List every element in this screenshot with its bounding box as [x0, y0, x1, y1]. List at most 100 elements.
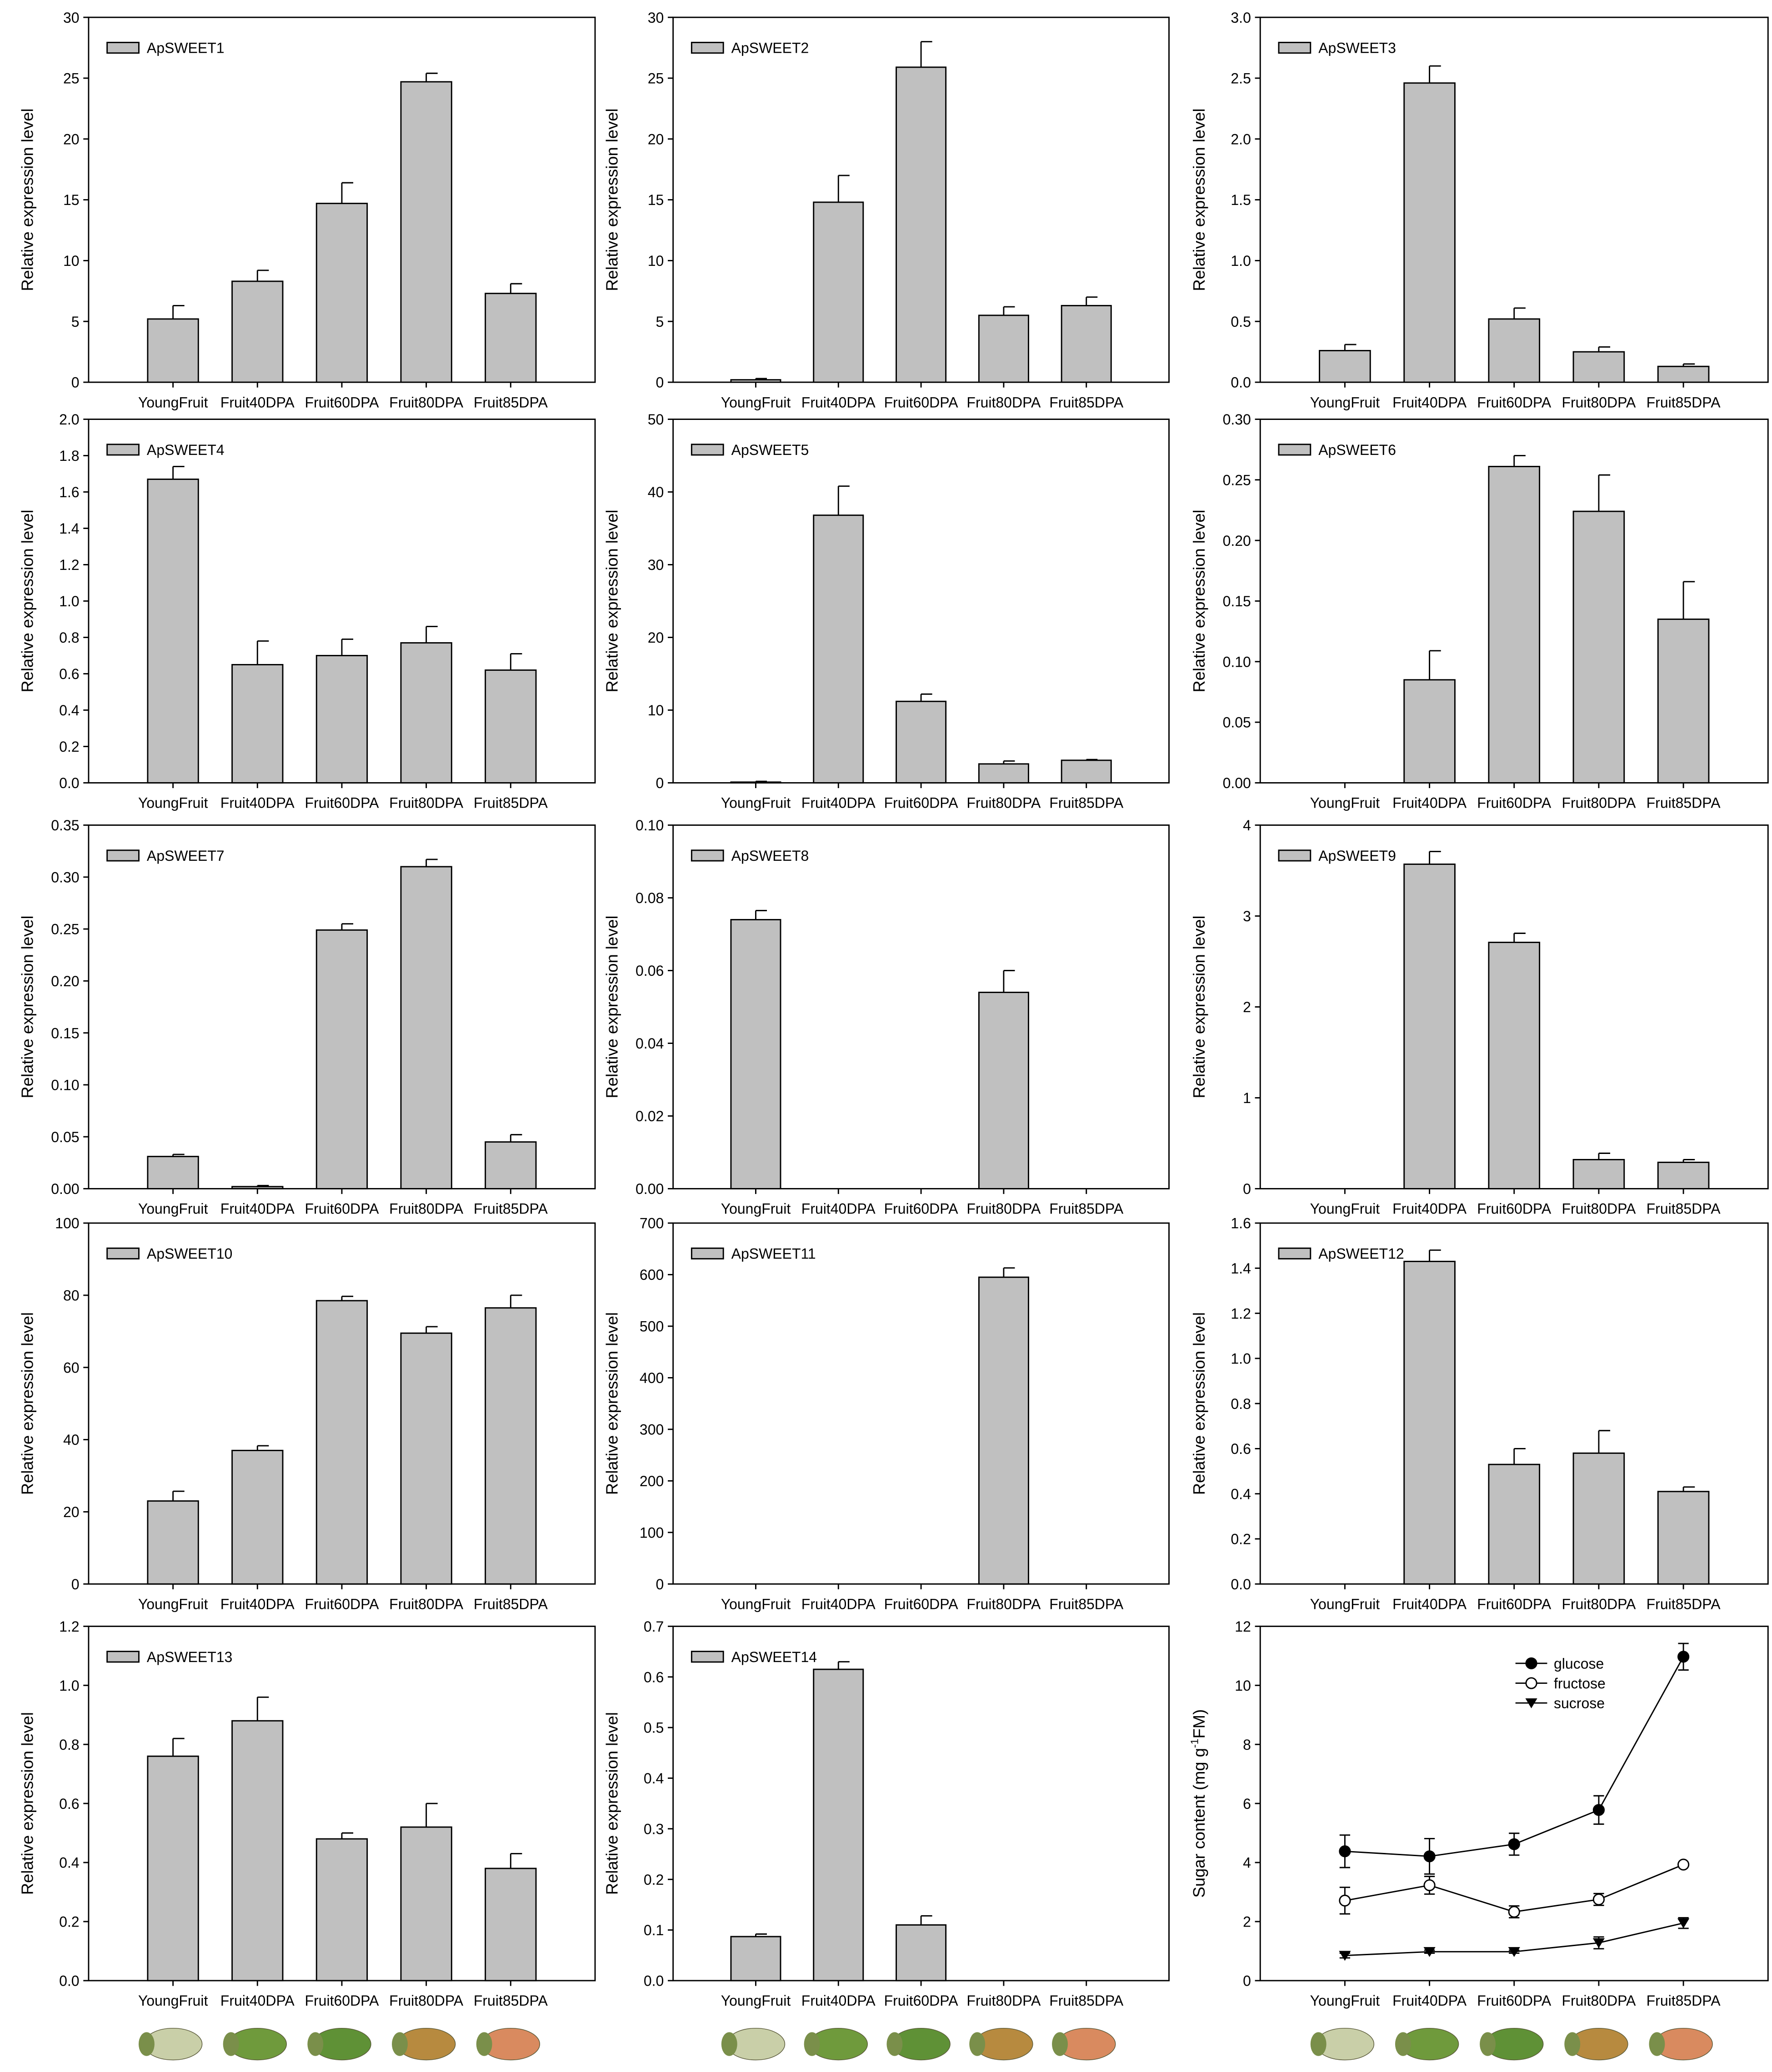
y-tick-label: 0.20 — [51, 973, 79, 989]
bar-Fruit80DPA — [978, 763, 1029, 784]
y-tick-label: 0.10 — [51, 1077, 79, 1093]
marker-point — [1339, 1845, 1351, 1857]
marker-point — [1339, 1894, 1351, 1907]
bar-Fruit80DPA — [400, 1332, 452, 1585]
y-axis-label-text: Relative expression level — [18, 1712, 37, 1895]
y-axis-label: Relative expression level — [1190, 108, 1208, 291]
y-tick-label: 30 — [648, 557, 664, 573]
x-tick-label: Fruit80DPA — [389, 795, 464, 811]
legend-swatch — [691, 41, 724, 54]
panel-8: 0.00 0.02 0.04 0.06 0.08 0.10 YoungFruit Fruit4… — [602, 817, 1170, 1217]
x-tick-label: Fruit60DPA — [305, 1596, 379, 1613]
y-tick-label: 0.0 — [59, 775, 79, 791]
x-tick-label: YoungFruit — [1310, 795, 1380, 811]
legend-swatch — [1278, 41, 1311, 54]
x-tick-label: Fruit85DPA — [1647, 1596, 1721, 1613]
y-axis-label: Relative expression level — [18, 108, 37, 291]
legend-swatch — [106, 1247, 140, 1260]
fruit-stem — [1564, 2032, 1581, 2056]
x-tick-label: Fruit80DPA — [966, 1992, 1041, 2009]
panel-4: 0.0 0.2 0.4 0.6 0.8 1.0 1.2 1.4 1.6 1.8 2.0 YoungFr… — [18, 411, 596, 811]
x-tick-label: Fruit85DPA — [1647, 1201, 1721, 1217]
x-tick-label: Fruit40DPA — [1392, 1596, 1467, 1613]
legend-swatch — [691, 849, 724, 862]
y-tick-label: 0 — [71, 374, 80, 391]
y-tick-label: 20 — [648, 131, 664, 147]
bar-Fruit85DPA — [1657, 365, 1710, 383]
y-axis-label-text: Relative expression level — [18, 915, 37, 1098]
legend-label: ApSWEET9 — [1318, 848, 1396, 864]
series-glucose — [1339, 1643, 1690, 1875]
y-tick-label: 0.30 — [51, 869, 79, 885]
y-tick-label: 1.6 — [1231, 1215, 1251, 1232]
y-axis-label: Relative expression level — [18, 509, 37, 692]
x-tick-label: YoungFruit — [138, 1992, 208, 2009]
y-tick-label: 12 — [1235, 1618, 1251, 1635]
legend-swatch — [1278, 849, 1311, 862]
bar-Fruit40DPA — [1403, 82, 1456, 383]
bar-Fruit40DPA — [1403, 679, 1456, 784]
x-tick-label: Fruit80DPA — [1562, 394, 1636, 410]
y-axis-label: Relative expression level — [18, 1712, 37, 1895]
x-tick-label: Fruit60DPA — [305, 795, 379, 811]
x-tick-label: Fruit85DPA — [474, 394, 548, 410]
panel-10: 0 20 40 60 80 100 YoungFruit Fruit40DPA Fruit60D… — [18, 1215, 596, 1613]
fruit-stem — [138, 2032, 155, 2056]
y-axis-label: Relative expression level — [1190, 509, 1208, 692]
y-tick-label: 0.2 — [1231, 1531, 1251, 1548]
fruit-stem — [1480, 2032, 1496, 2056]
bar-Fruit40DPA — [231, 280, 284, 383]
legend-swatch — [691, 1247, 724, 1260]
legend-label: ApSWEET13 — [147, 1649, 232, 1665]
x-tick-label: Fruit85DPA — [474, 1596, 548, 1613]
y-tick-label: 4 — [1243, 1855, 1251, 1871]
y-tick-label: 100 — [55, 1215, 79, 1232]
y-tick-label: 0.10 — [1223, 654, 1251, 670]
y-tick-label: 0.06 — [636, 963, 664, 979]
x-tick-label: Fruit60DPA — [1477, 795, 1552, 811]
x-tick-label: Fruit85DPA — [1049, 1992, 1124, 2009]
marker-point — [1423, 1947, 1436, 1957]
bar-Fruit80DPA — [400, 1826, 452, 1982]
fruit-stem — [1310, 2032, 1326, 2056]
x-tick-label: Fruit40DPA — [220, 394, 295, 410]
y-tick-label: 500 — [640, 1318, 664, 1335]
x-tick-label: Fruit60DPA — [305, 1992, 379, 2009]
panel-15: 0 2 4 6 8 10 12 YoungFruit Fruit40DPA Fruit60DPA F… — [1189, 1618, 1769, 2009]
bar-Fruit60DPA — [1488, 318, 1541, 383]
marker-point — [1423, 1879, 1436, 1892]
bar-Fruit40DPA — [813, 1668, 864, 1982]
bar-Fruit80DPA — [978, 992, 1029, 1189]
y-tick-label: 10 — [648, 702, 664, 719]
fruit-stem — [969, 2032, 986, 2056]
marker-point — [1677, 1651, 1690, 1663]
panel-12: 0.0 0.2 0.4 0.6 0.8 1.0 1.2 1.4 1.6 YoungFruit Fru… — [1190, 1215, 1769, 1613]
y-tick-label: 0 — [656, 1576, 664, 1593]
bar-Fruit80DPA — [1572, 1452, 1625, 1585]
bar-YoungFruit — [730, 919, 781, 1189]
panel-11: 0 100 200 300 400 500 600 700 YoungFruit Fruit40D… — [602, 1215, 1170, 1613]
legend-label: ApSWEET1 — [147, 40, 225, 56]
y-tick-label: 0 — [1243, 1181, 1251, 1197]
x-tick-label: Fruit85DPA — [1647, 1992, 1721, 2009]
y-tick-label: 1.2 — [1231, 1305, 1251, 1322]
x-tick-label: Fruit40DPA — [1392, 394, 1467, 410]
panel-1: 0 5 10 15 20 25 30 YoungFruit Fruit40DPA Fruit60D… — [18, 10, 596, 410]
y-axis-label: Relative expression level — [18, 1312, 37, 1495]
legend-label: ApSWEET2 — [731, 40, 809, 56]
y-tick-label: 0.6 — [644, 1669, 664, 1685]
legend-label: ApSWEET4 — [147, 442, 225, 458]
bar-Fruit60DPA — [315, 203, 368, 383]
x-tick-label: Fruit80DPA — [1562, 1596, 1636, 1613]
panel-7: 0.00 0.05 0.10 0.15 0.20 0.25 0.30 0.35 YoungFru… — [18, 817, 596, 1217]
legend-swatch — [1278, 1247, 1311, 1260]
legend-label: ApSWEET10 — [147, 1246, 232, 1262]
legend-swatch — [106, 41, 140, 54]
fruit-stem — [1052, 2032, 1068, 2056]
fruit-stem — [223, 2032, 239, 2056]
y-tick-label: 0.8 — [59, 629, 79, 646]
x-tick-label: Fruit85DPA — [474, 1201, 548, 1217]
bar-Fruit60DPA — [315, 654, 368, 784]
legend-label: ApSWEET11 — [731, 1246, 816, 1262]
x-tick-label: YoungFruit — [138, 1201, 208, 1217]
